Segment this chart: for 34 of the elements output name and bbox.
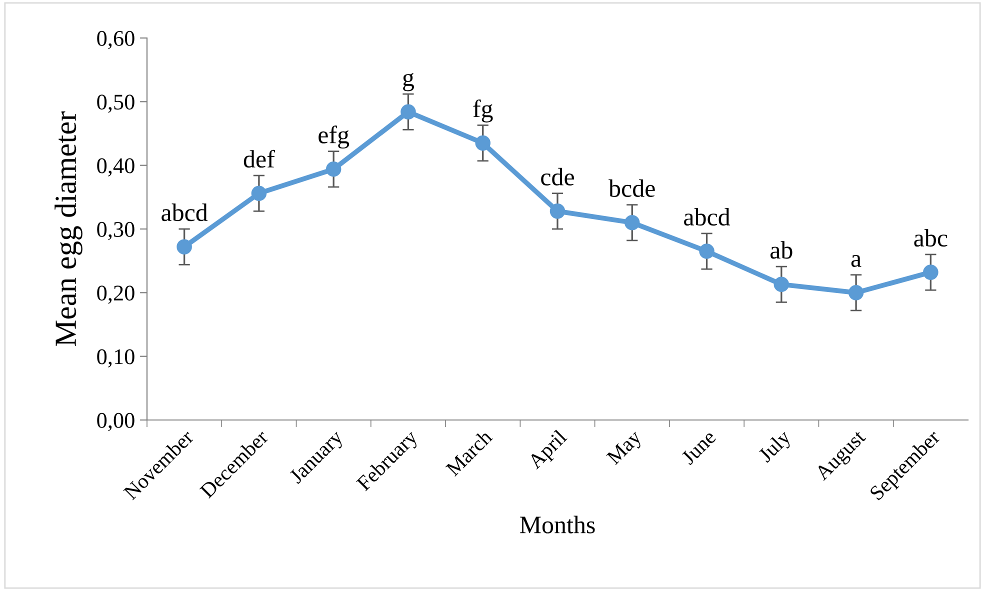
point [624,214,640,230]
x-axis-title: Months [520,516,595,534]
point [251,186,267,201]
y-tick-label: 0,60 [97,30,134,50]
y-axis-title: Mean egg diameter [54,111,82,346]
point [923,264,938,280]
y-tick-label: 0,00 [97,412,134,432]
annotation: a [851,255,862,267]
annotation: cde [541,168,574,186]
y-tick-label: 0,50 [97,94,134,113]
point [326,162,342,177]
annotation: abcd [684,208,730,226]
annotation: fg [473,99,493,122]
y-tick-label: 0,20 [97,286,134,304]
annotation: g [403,73,414,92]
annotation: abcd [162,204,208,222]
x-tick-label: June [680,429,717,466]
annotation: def [244,150,275,168]
point [400,104,416,120]
point [848,285,864,300]
y-tick-label: 0,40 [97,158,134,176]
annotation: ab [770,241,792,259]
point [550,204,566,219]
point [699,244,714,259]
y-tick-label: 0,30 [97,222,134,240]
point [176,239,192,254]
annotation: abc [914,229,948,247]
x-tick-label: May [606,428,646,468]
x-tick-label: July [757,428,795,466]
point [774,276,790,292]
point [475,135,491,151]
annotation: efg [318,126,350,149]
annotation: bcde [608,179,655,197]
y-tick-label: 0,10 [97,349,134,368]
